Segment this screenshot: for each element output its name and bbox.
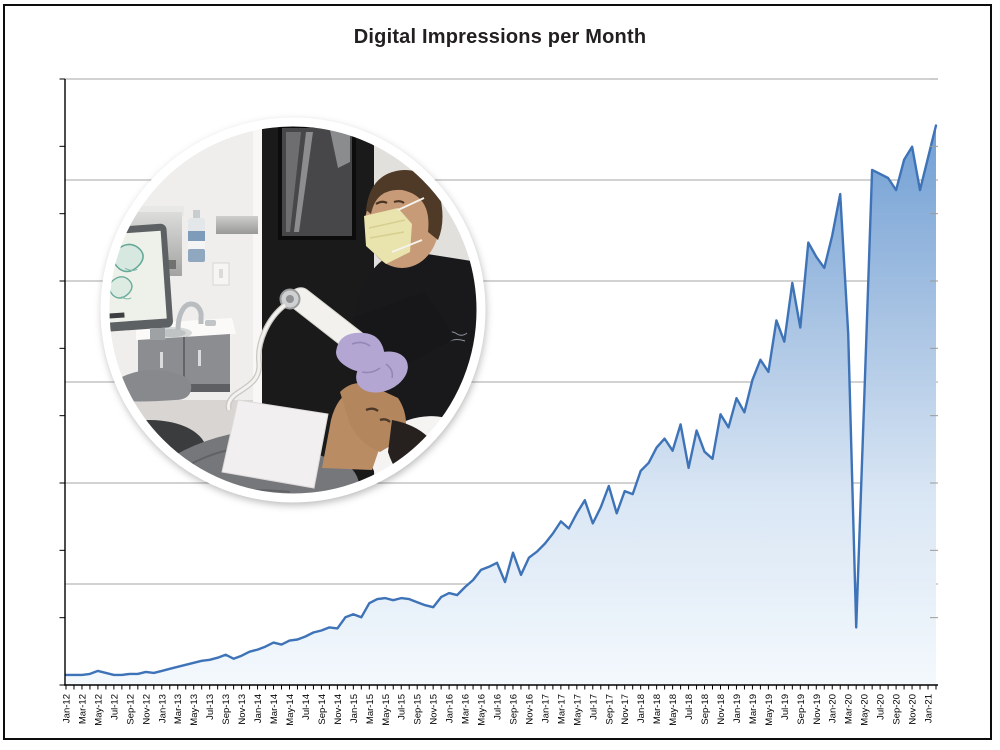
x-axis-label: Mar-20 — [844, 694, 855, 724]
x-axis-label: Nov-13 — [237, 694, 248, 725]
x-axis-label: Jul-17 — [588, 694, 599, 720]
x-axis-label: Jul-12 — [109, 694, 120, 720]
x-axis-label: Jul-13 — [205, 694, 216, 720]
x-axis-label: Mar-12 — [77, 694, 88, 724]
chart-title: Digital Impressions per Month — [353, 26, 647, 48]
soap-bottle-top — [188, 218, 205, 232]
x-axis-label: Sep-15 — [413, 694, 424, 725]
x-axis-label: Jan-20 — [828, 694, 839, 723]
patient-bib — [221, 399, 329, 489]
x-axis-label: Nov-18 — [716, 694, 727, 725]
x-axis-label: Jul-16 — [493, 694, 504, 720]
x-axis-label: Jul-15 — [397, 694, 408, 720]
door-window-highlight — [330, 130, 350, 168]
x-axis-label: Mar-14 — [269, 694, 280, 724]
soap-pump — [193, 210, 200, 219]
scan-detail — [120, 267, 138, 300]
soap-bottle-base — [188, 249, 205, 262]
faucet-handle — [205, 320, 216, 326]
x-axis-label: Sep-20 — [892, 694, 903, 725]
x-axis-label: Jan-13 — [157, 694, 168, 723]
x-axis-label: Jul-14 — [301, 694, 312, 720]
scanner-cable — [227, 303, 286, 411]
dentist-hair — [366, 170, 443, 240]
x-axis-label: Jan-17 — [540, 694, 551, 723]
x-axis-label: Nov-15 — [429, 694, 440, 725]
x-axis-label: Mar-18 — [652, 694, 663, 724]
photo-ring-stroke — [100, 117, 486, 503]
x-axis-label: May-16 — [477, 694, 488, 726]
x-axis-label: Nov-16 — [524, 694, 535, 725]
x-axis-label: Sep-12 — [125, 694, 136, 725]
x-axis-label: May-15 — [381, 694, 392, 726]
x-axis-label: Sep-14 — [317, 694, 328, 725]
x-axis-label: Mar-17 — [556, 694, 567, 724]
x-axis-label: Mar-15 — [365, 694, 376, 724]
x-axis-label: Jul-20 — [876, 694, 887, 720]
x-axis-label: May-18 — [668, 694, 679, 726]
photo-inset — [100, 117, 486, 503]
x-axis-label: May-20 — [860, 694, 871, 726]
x-axis-label: May-19 — [764, 694, 775, 726]
x-axis-label: May-13 — [189, 694, 200, 726]
monitor-arm — [150, 328, 165, 340]
face-mask-folds — [368, 219, 406, 239]
cabinet-handle-right — [198, 350, 201, 366]
x-axis-label: Jan-12 — [62, 694, 73, 723]
soap-bottle-band — [188, 231, 205, 241]
light-switch-toggle — [219, 269, 223, 278]
x-axis-label: Jul-18 — [684, 694, 695, 720]
x-axis-label: Sep-17 — [604, 694, 615, 725]
wall-bracket — [216, 216, 258, 234]
x-axis-label: Jan-19 — [732, 694, 743, 723]
x-axis-label: Sep-13 — [221, 694, 232, 725]
patient-eyes — [365, 407, 391, 423]
x-axis-label: Mar-16 — [461, 694, 472, 724]
x-axis-label: Sep-19 — [796, 694, 807, 725]
x-axis-label: Jan-14 — [253, 694, 264, 723]
series-area — [66, 125, 936, 685]
glove-left-hand — [356, 351, 408, 393]
x-axis-label: Mar-13 — [173, 694, 184, 724]
cabinet-handle-left — [160, 352, 163, 368]
door-window-reflection — [286, 132, 301, 232]
x-axis-label: Sep-16 — [508, 694, 519, 725]
patient-face — [340, 383, 406, 452]
x-axis-label: Nov-12 — [141, 694, 152, 725]
x-axis-label: Jan-15 — [349, 694, 360, 723]
x-axis-label: Nov-17 — [620, 694, 631, 725]
door-jamb — [253, 126, 264, 490]
x-axis-label: Mar-19 — [748, 694, 759, 724]
soap-bottle-label — [188, 241, 205, 249]
x-axis-label: May-14 — [285, 694, 296, 726]
dispenser-lid — [124, 206, 184, 216]
x-axis-label: May-12 — [93, 694, 104, 726]
scanner-tip-lens — [286, 295, 294, 303]
x-axis-label: Jan-16 — [445, 694, 456, 723]
x-axis-label: Nov-14 — [333, 694, 344, 725]
mask-straps — [391, 197, 425, 253]
faucet — [175, 301, 204, 331]
photo-content — [109, 126, 477, 494]
chart-plot-area: Jan-12 Mar-12 May-12 Jul-12 Sep-12 Nov-12 Jan-… — [59, 78, 938, 726]
x-axis-label: Nov-20 — [908, 694, 919, 725]
monitor-brand-label — [109, 312, 125, 319]
x-axis-label: Jan-18 — [636, 694, 647, 723]
x-axis-label: Sep-18 — [700, 694, 711, 725]
series-line — [64, 124, 938, 677]
glove-finger-lines — [351, 341, 394, 379]
dentist-eyes — [375, 200, 405, 205]
x-axis-label: Nov-19 — [812, 694, 823, 725]
face-mask — [364, 208, 412, 264]
x-axis-label: Jan-21 — [924, 694, 935, 723]
x-axis-label: May-17 — [572, 694, 583, 726]
door-window-reflection-2 — [294, 132, 313, 232]
x-axis-label: Jul-19 — [780, 694, 791, 720]
